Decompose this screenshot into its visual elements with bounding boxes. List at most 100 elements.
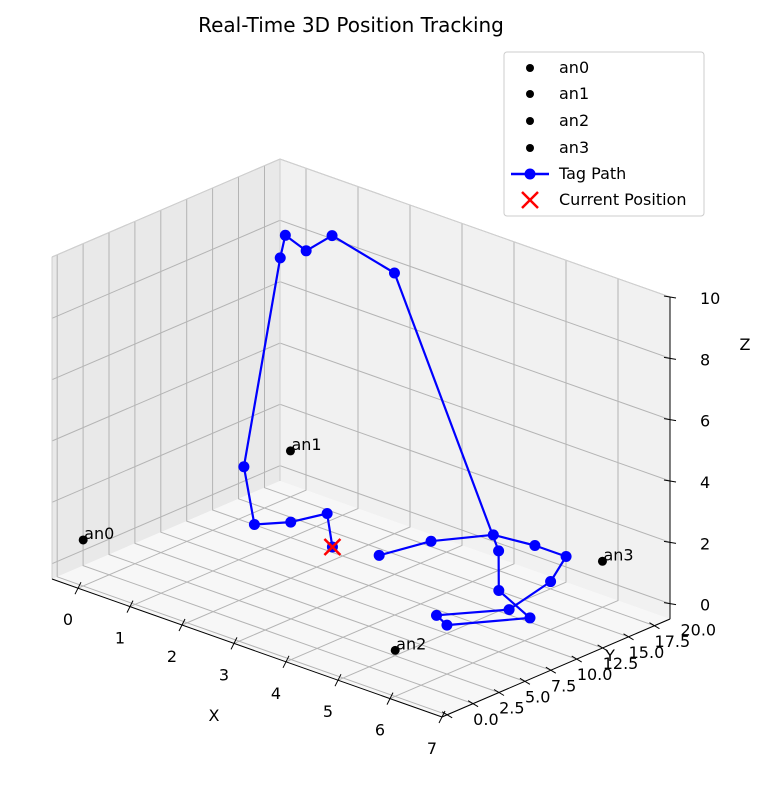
y-tick-label: 20.0 (680, 621, 716, 640)
tag-path-series (238, 229, 572, 631)
back-pane (280, 159, 670, 619)
z-tick (663, 356, 677, 360)
anchor-label-an2: an2 (396, 634, 426, 653)
x-tick-label: 1 (115, 629, 125, 648)
tag-path-point (529, 539, 541, 551)
anchor-point-an3 (597, 556, 607, 566)
y-tick (597, 644, 608, 652)
y-tick-label: 0.0 (473, 710, 498, 729)
x-axis-line (51, 578, 443, 718)
x-axis-label: X (209, 706, 220, 725)
anchor-point-an1 (285, 446, 295, 456)
legend-label-an2: an2 (559, 111, 589, 130)
y-tick (493, 689, 505, 696)
grid-line-y (264, 165, 655, 627)
grid-line-y (212, 188, 603, 649)
z-tick-label: 0 (700, 596, 710, 615)
tag-path-point (279, 229, 291, 241)
z-tick-label: 10 (700, 289, 720, 308)
grid-line-y (160, 210, 551, 671)
tag-path-point (321, 508, 333, 520)
grid-line-y (82, 243, 474, 705)
tag-path-point (430, 609, 442, 621)
x-tick (178, 618, 186, 632)
x-tick-label: 2 (167, 647, 177, 666)
legend-marker-an1 (526, 90, 534, 98)
y-tick (623, 633, 634, 641)
legend-marker-an0 (526, 64, 534, 72)
y-tick-label: 10.0 (577, 665, 613, 684)
tag-path-line (242, 234, 568, 627)
chart-title: Real-Time 3D Position Tracking (198, 13, 504, 37)
x-tick-label: 5 (323, 702, 333, 721)
y-tick-label: 15.0 (629, 643, 665, 662)
anchor-points: an0 an1 an2 an3 (78, 435, 634, 655)
legend-marker-tag-path (524, 168, 536, 180)
grid-line-y (186, 199, 577, 660)
legend: an0 an1 an2 an3 Tag Path Current Positio… (503, 51, 705, 217)
tag-path-point (425, 535, 437, 547)
tag-path-point (388, 267, 400, 279)
x-tick (74, 581, 82, 595)
anchor-label-an1: an1 (291, 435, 321, 454)
tag-path-point (300, 245, 312, 257)
x-tick (230, 637, 238, 650)
legend-label-current-position: Current Position (559, 190, 686, 209)
tag-path-point (274, 252, 286, 264)
grid-line-x (77, 168, 307, 589)
axis-lines (51, 158, 677, 724)
z-tick (663, 602, 677, 606)
anchor-point-an0 (78, 535, 88, 545)
legend-label-an1: an1 (559, 84, 589, 103)
grid-line-x (337, 260, 567, 681)
y-axis-line (441, 618, 671, 718)
legend-marker-an3 (526, 144, 534, 152)
x-tick-label: 4 (271, 684, 281, 703)
z-tick (663, 540, 677, 544)
y-tick (467, 700, 479, 708)
tag-path-point (285, 516, 297, 528)
legend-frame (503, 51, 705, 217)
grid-line-y (134, 221, 526, 682)
z-tick-label: 8 (700, 350, 710, 369)
x-tick (282, 655, 290, 669)
y-axis-label: Y (604, 646, 615, 665)
x-tick (334, 673, 342, 687)
grid-line-x (389, 278, 619, 700)
tick-labels: 0 1 2 3 4 5 6 7 0.02.55.07.510.012.515.017.520.0… (63, 289, 720, 758)
tag-path-point (560, 551, 572, 563)
grid-line-x (285, 241, 515, 663)
x-tick-label: 6 (375, 721, 385, 740)
z-tick (663, 479, 677, 483)
tag-path-point (503, 604, 515, 616)
y-tick (571, 655, 582, 663)
grid-line-x (129, 186, 359, 608)
tag-path-point (493, 545, 505, 557)
x-tick-label: 3 (219, 665, 229, 684)
tag-path-point (248, 518, 260, 530)
legend-marker-an2 (526, 117, 534, 125)
legend-label-an3: an3 (559, 138, 589, 157)
x-tick (126, 600, 134, 613)
tag-path-point (238, 461, 250, 473)
current-position-marker (323, 538, 342, 556)
legend-label-an0: an0 (559, 58, 589, 77)
x-tick (386, 692, 394, 705)
x-tick-label: 0 (63, 610, 73, 629)
tag-path-point (493, 584, 505, 596)
z-axis-label: Z (740, 335, 751, 354)
anchor-label-an0: an0 (84, 524, 114, 543)
y-tick (545, 666, 557, 674)
anchor-point-an2 (390, 645, 400, 655)
current-position-x-stroke (323, 538, 342, 556)
axes-panes (52, 159, 670, 717)
grid-line-y (56, 254, 448, 716)
tag-path-point (524, 612, 536, 624)
z-tick-label: 2 (700, 534, 710, 553)
y-tick-label: 7.5 (551, 676, 576, 695)
y-tick-label: 12.5 (603, 654, 639, 673)
tag-path-point (545, 576, 557, 588)
z-tick-label: 4 (700, 473, 710, 492)
z-tick (663, 418, 677, 422)
